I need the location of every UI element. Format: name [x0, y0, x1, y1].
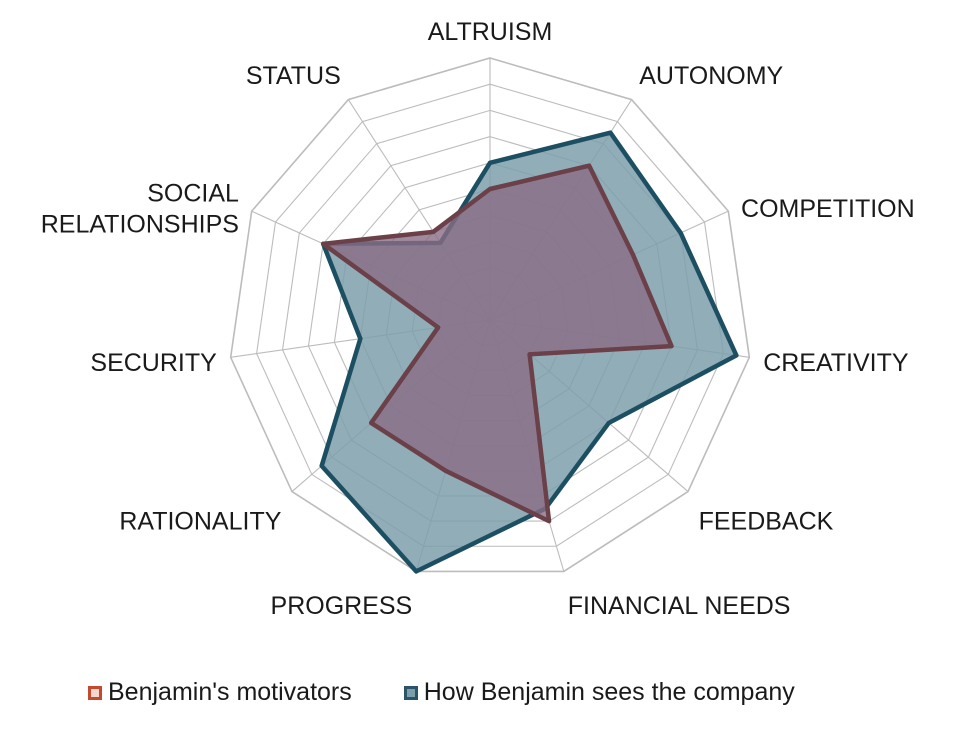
data-point-benjamin-s-motivators-financial-needs	[547, 519, 552, 524]
axis-label-line-status-1: STATUS	[246, 62, 341, 90]
legend-label-benjamins-motivators: Benjamin's motivators	[108, 678, 352, 706]
data-point-how-benjamin-sees-the-company-altruism	[488, 160, 492, 165]
data-point-benjamin-s-motivators-competition	[630, 252, 635, 257]
data-point-benjamin-s-motivators-altruism	[488, 187, 492, 191]
data-point-benjamin-s-motivators-progress	[443, 468, 448, 473]
axis-label-progress: PROGRESS	[271, 592, 413, 620]
legend-swatch-benjamins-motivators	[88, 685, 102, 700]
axis-label-line-financial-needs-1: FINANCIAL NEEDS	[568, 592, 791, 620]
axis-label-line-autonomy-1: AUTONOMY	[639, 62, 783, 90]
axis-label-line-social-relationships-2: RELATIONSHIPS	[41, 210, 239, 238]
axis-label-autonomy: AUTONOMY	[639, 62, 783, 90]
data-point-benjamin-s-motivators-creativity	[669, 344, 674, 349]
grid-ring-10	[229, 57, 751, 573]
axis-label-line-progress-1: PROGRESS	[271, 592, 413, 620]
axis-label-financial-needs: FINANCIAL NEEDS	[568, 592, 791, 620]
axis-label-altruism: ALTRUISM	[428, 18, 553, 46]
legend-label-company-view: How Benjamin sees the company	[423, 678, 795, 706]
data-point-benjamin-s-motivators-feedback	[527, 352, 532, 357]
data-point-how-benjamin-sees-the-company-competition	[678, 230, 683, 235]
axis-label-line-competition-1: COMPETITION	[741, 195, 915, 223]
axis-label-social-relationships: SOCIAL RELATIONSHIPS	[41, 179, 239, 238]
series-benjamin-s-motivators	[320, 163, 674, 524]
legend: Benjamin's motivators How Benjamin sees …	[88, 678, 795, 707]
axis-label-line-creativity-1: CREATIVITY	[763, 349, 909, 377]
axis-label-feedback: FEEDBACK	[699, 508, 834, 536]
series-area-benjamin-s-motivators	[320, 163, 674, 524]
axis-label-competition: COMPETITION	[741, 195, 915, 223]
data-point-benjamin-s-motivators-autonomy	[587, 163, 592, 168]
data-point-how-benjamin-sees-the-company-progress	[414, 569, 419, 574]
axis-label-status: STATUS	[246, 62, 341, 90]
axis-labels: ALTRUISM AUTONOMY COMPETITION CREATIVITY FEE…	[41, 18, 915, 620]
axis-label-security: SECURITY	[90, 349, 217, 377]
data-point-how-benjamin-sees-the-company-feedback	[606, 420, 611, 425]
data-point-how-benjamin-sees-the-company-creativity	[734, 353, 739, 358]
legend-item-benjamins-motivators: Benjamin's motivators	[88, 678, 352, 707]
data-point-benjamin-s-motivators-rationality	[369, 420, 374, 425]
axis-label-line-altruism-1: ALTRUISM	[428, 18, 553, 46]
axis-label-creativity: CREATIVITY	[763, 349, 909, 377]
axis-label-line-security-1: SECURITY	[90, 349, 217, 377]
data-point-benjamin-s-motivators-security	[436, 325, 441, 330]
data-point-benjamin-s-motivators-social-relationships	[321, 241, 326, 246]
axis-label-rationality: RATIONALITY	[119, 508, 281, 536]
data-point-benjamin-s-motivators-status	[431, 229, 436, 234]
grid-ring-9	[256, 83, 724, 547]
data-point-how-benjamin-sees-the-company-security	[358, 336, 363, 341]
legend-swatch-company-view	[403, 685, 418, 700]
data-point-how-benjamin-sees-the-company-autonomy	[608, 130, 613, 135]
axis-label-line-feedback-1: FEEDBACK	[699, 508, 834, 536]
data-point-how-benjamin-sees-the-company-rationality	[319, 463, 324, 468]
axis-label-line-social-relationships-1: SOCIAL	[147, 179, 239, 207]
legend-item-company-view: How Benjamin sees the company	[403, 678, 795, 707]
axis-label-line-rationality-1: RATIONALITY	[119, 508, 281, 536]
